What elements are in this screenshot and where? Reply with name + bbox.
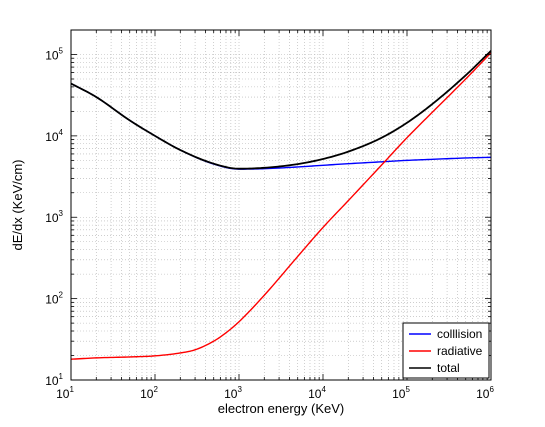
x-tick-label: 104 bbox=[308, 385, 326, 401]
y-tick-label-base: 10 bbox=[45, 211, 59, 225]
series-line-radiative bbox=[70, 52, 492, 360]
x-tick-label-base: 10 bbox=[308, 387, 322, 401]
y-axis-label: dE/dx (KeV/cm) bbox=[10, 159, 25, 250]
x-tick-label: 103 bbox=[224, 385, 242, 401]
series-line-total bbox=[70, 50, 492, 170]
x-tick-label-exp: 6 bbox=[489, 385, 494, 394]
x-tick-label-exp: 3 bbox=[237, 385, 242, 394]
y-tick-label-exp: 2 bbox=[59, 291, 64, 300]
grid bbox=[70, 29, 492, 381]
y-tick-label-base: 10 bbox=[45, 130, 59, 144]
y-tick-label: 103 bbox=[45, 209, 63, 225]
x-tick-label: 105 bbox=[392, 385, 410, 401]
x-tick-label: 102 bbox=[140, 385, 158, 401]
x-tick-label-exp: 1 bbox=[69, 385, 74, 394]
x-tick-label-exp: 5 bbox=[405, 385, 410, 394]
plot-frame bbox=[70, 29, 492, 381]
y-tick-label-exp: 1 bbox=[59, 372, 64, 381]
legend: colllision radiative total bbox=[402, 322, 490, 379]
x-tick-label-base: 10 bbox=[392, 387, 406, 401]
legend-label-colllision: colllision bbox=[437, 327, 482, 341]
x-tick-label-base: 10 bbox=[140, 387, 154, 401]
y-tick-label-base: 10 bbox=[45, 48, 59, 62]
series-layer bbox=[70, 50, 492, 360]
y-tick-label: 104 bbox=[45, 128, 63, 144]
y-tick-label-exp: 5 bbox=[59, 46, 64, 55]
y-tick-label-base: 10 bbox=[45, 374, 59, 388]
x-tick-label-exp: 4 bbox=[321, 385, 326, 394]
legend-label-radiative: radiative bbox=[437, 344, 483, 358]
x-tick-label-base: 10 bbox=[56, 387, 70, 401]
x-tick-label-base: 10 bbox=[476, 387, 490, 401]
x-tick-label-base: 10 bbox=[224, 387, 238, 401]
plot-background bbox=[71, 30, 491, 380]
y-tick-label-exp: 4 bbox=[59, 128, 64, 137]
legend-label-total: total bbox=[437, 361, 460, 375]
x-tick-label: 106 bbox=[476, 385, 494, 401]
y-tick-label: 105 bbox=[45, 46, 63, 62]
y-tick-label: 102 bbox=[45, 291, 63, 307]
y-tick-label: 101 bbox=[45, 372, 63, 388]
x-tick-label-exp: 2 bbox=[153, 385, 158, 394]
y-tick-label-exp: 3 bbox=[59, 209, 64, 218]
x-tick-label: 101 bbox=[56, 385, 74, 401]
y-tick-label-base: 10 bbox=[45, 293, 59, 307]
x-axis-label: electron energy (KeV) bbox=[218, 401, 344, 416]
